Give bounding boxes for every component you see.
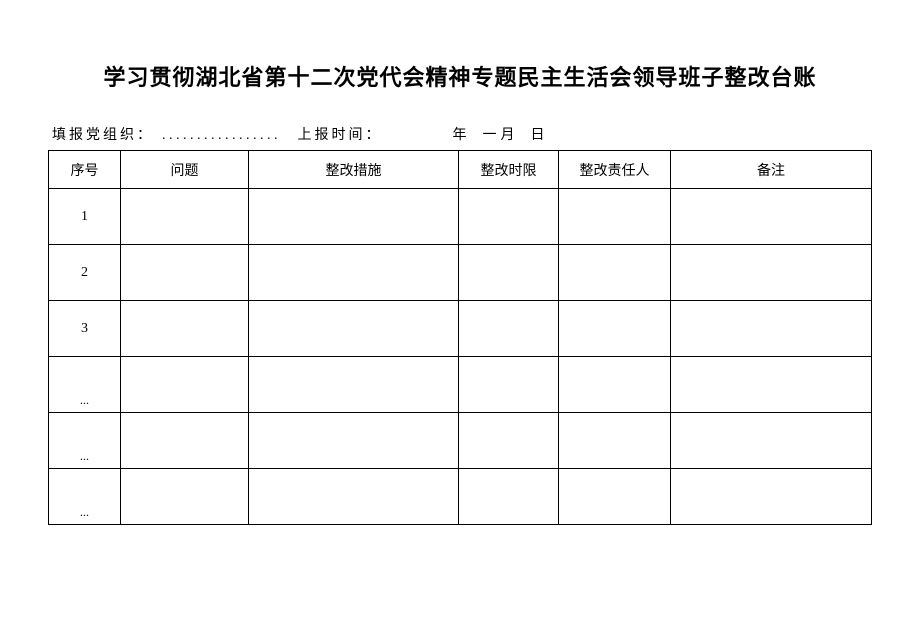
meta-date: 年 一月 日 [423,124,549,144]
cell-deadline [459,469,559,525]
cell-seq: 3 [49,301,121,357]
cell-seq: ... [49,357,121,413]
table-row: 1 [49,189,872,245]
cell-problem [121,245,249,301]
cell-problem [121,469,249,525]
cell-problem [121,189,249,245]
table-row: 3 [49,301,872,357]
header-remark: 备注 [671,151,872,189]
ledger-table: 序号 问题 整改措施 整改时限 整改责任人 备注 1 2 3 [48,150,872,525]
cell-problem [121,357,249,413]
year-label: 年 [453,124,471,144]
org-dots: . . . . . . . . . . . . . . . . . [154,128,278,144]
meta-row: 填报党组织： . . . . . . . . . . . . . . . . .… [48,124,872,144]
document-title: 学习贯彻湖北省第十二次党代会精神专题民主生活会领导班子整改台账 [48,60,872,92]
cell-measure [249,189,459,245]
cell-person [559,301,671,357]
cell-person [559,413,671,469]
cell-seq: ... [49,413,121,469]
org-label: 填报党组织： [52,124,154,144]
cell-remark [671,357,872,413]
meta-time: 上报时间： [298,124,383,144]
day-label: 日 [531,124,549,144]
cell-seq: ... [49,469,121,525]
table-row: ... [49,413,872,469]
month-label: 一月 [483,124,519,144]
header-measure: 整改措施 [249,151,459,189]
header-problem: 问题 [121,151,249,189]
cell-measure [249,413,459,469]
cell-remark [671,189,872,245]
cell-seq: 1 [49,189,121,245]
meta-org: 填报党组织： . . . . . . . . . . . . . . . . . [52,124,278,144]
cell-person [559,245,671,301]
cell-measure [249,357,459,413]
table-body: 1 2 3 ... [49,189,872,525]
cell-measure [249,245,459,301]
cell-remark [671,469,872,525]
cell-deadline [459,301,559,357]
cell-measure [249,469,459,525]
cell-problem [121,301,249,357]
cell-deadline [459,245,559,301]
cell-person [559,469,671,525]
cell-deadline [459,357,559,413]
table-row: ... [49,357,872,413]
table-row: 2 [49,245,872,301]
cell-seq: 2 [49,245,121,301]
cell-deadline [459,413,559,469]
table-header-row: 序号 问题 整改措施 整改时限 整改责任人 备注 [49,151,872,189]
header-deadline: 整改时限 [459,151,559,189]
cell-remark [671,301,872,357]
table-row: ... [49,469,872,525]
cell-person [559,357,671,413]
cell-measure [249,301,459,357]
time-label: 上报时间： [298,124,383,144]
cell-problem [121,413,249,469]
cell-person [559,189,671,245]
header-seq: 序号 [49,151,121,189]
cell-remark [671,413,872,469]
header-person: 整改责任人 [559,151,671,189]
cell-deadline [459,189,559,245]
cell-remark [671,245,872,301]
